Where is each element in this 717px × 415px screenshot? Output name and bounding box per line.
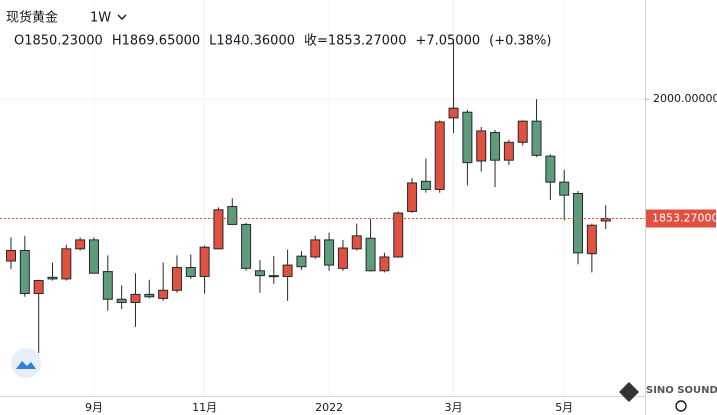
y-tick-label: 2000.00000	[653, 92, 717, 105]
ohlc-stat: 收=1853.27000	[304, 34, 406, 49]
watermark-icon	[619, 382, 639, 402]
candle-body	[213, 209, 224, 250]
candle-body	[6, 249, 16, 262]
candle-body	[365, 237, 376, 272]
candle-body	[199, 246, 210, 277]
candle-body	[379, 256, 390, 272]
candle-body	[310, 239, 321, 258]
candle-body	[586, 224, 597, 255]
ohlc-stat: (+0.38%)	[489, 34, 551, 49]
ohlc-stat: H1869.65000	[112, 34, 200, 49]
x-tick-label: 3月	[445, 401, 463, 414]
x-tick-label: 11月	[192, 401, 217, 414]
candle-body	[47, 276, 58, 280]
candle-body	[476, 130, 487, 162]
candle-body	[448, 107, 459, 119]
candle-body	[102, 271, 113, 300]
candle-body	[531, 120, 542, 156]
candle-body	[241, 223, 252, 269]
candle-body	[545, 155, 556, 183]
last-price-label: 1853.27000	[652, 212, 717, 225]
watermark: SINO SOUND	[646, 385, 717, 396]
candle-body	[490, 132, 501, 161]
settings[interactable]	[675, 400, 687, 412]
settings-icon	[675, 400, 687, 412]
candle-body	[573, 193, 584, 254]
candle-body	[130, 293, 141, 303]
candle-body	[296, 255, 307, 268]
candle-body	[434, 121, 445, 190]
candle-body	[268, 275, 279, 278]
candle-body	[61, 248, 72, 280]
x-tick-label: 2022	[315, 401, 343, 414]
candle-body	[171, 267, 182, 291]
candle-body	[393, 212, 404, 258]
logo-circle	[11, 348, 41, 378]
candle-body	[227, 206, 238, 225]
candle-body	[282, 264, 293, 277]
interval-chevron[interactable]	[117, 14, 127, 20]
ohlc-stat: O1850.23000	[14, 34, 103, 49]
candle-body	[559, 181, 570, 196]
candle-body	[75, 239, 86, 250]
candle-body	[351, 235, 362, 250]
watermark-group: SINO SOUND	[619, 382, 717, 402]
candle-body	[420, 180, 431, 190]
candle-body	[158, 289, 169, 299]
candle-body	[88, 239, 99, 274]
ohlc-stat: +7.05000	[415, 34, 480, 49]
ohlc-stat: L1840.36000	[209, 34, 295, 49]
candle-body	[116, 298, 127, 303]
ohlc-stats: O1850.23000 H1869.65000 L1840.36000 收=1853.…	[14, 34, 551, 49]
candle-body	[144, 293, 155, 298]
candle-body	[517, 120, 528, 143]
candle-body	[503, 141, 514, 161]
x-tick-label: 9月	[85, 401, 103, 414]
candle-body	[407, 182, 418, 212]
interval: 1W	[90, 11, 111, 26]
axes: 2000.00000 9月 11月 2022 3月 5月 1853.27000	[0, 92, 717, 414]
candle-body	[185, 267, 196, 277]
candle-body	[337, 247, 348, 269]
candle-body	[33, 280, 44, 295]
x-tick-label: 5月	[555, 401, 573, 414]
candle-body	[324, 239, 335, 266]
last-price-box	[646, 209, 716, 228]
candle-body	[19, 249, 30, 295]
logo[interactable]	[11, 348, 41, 378]
candle-body	[254, 270, 265, 277]
candles	[6, 42, 611, 353]
symbol: 现货黄金	[6, 10, 58, 26]
candle-body	[462, 111, 473, 164]
logo-icon	[16, 361, 36, 369]
